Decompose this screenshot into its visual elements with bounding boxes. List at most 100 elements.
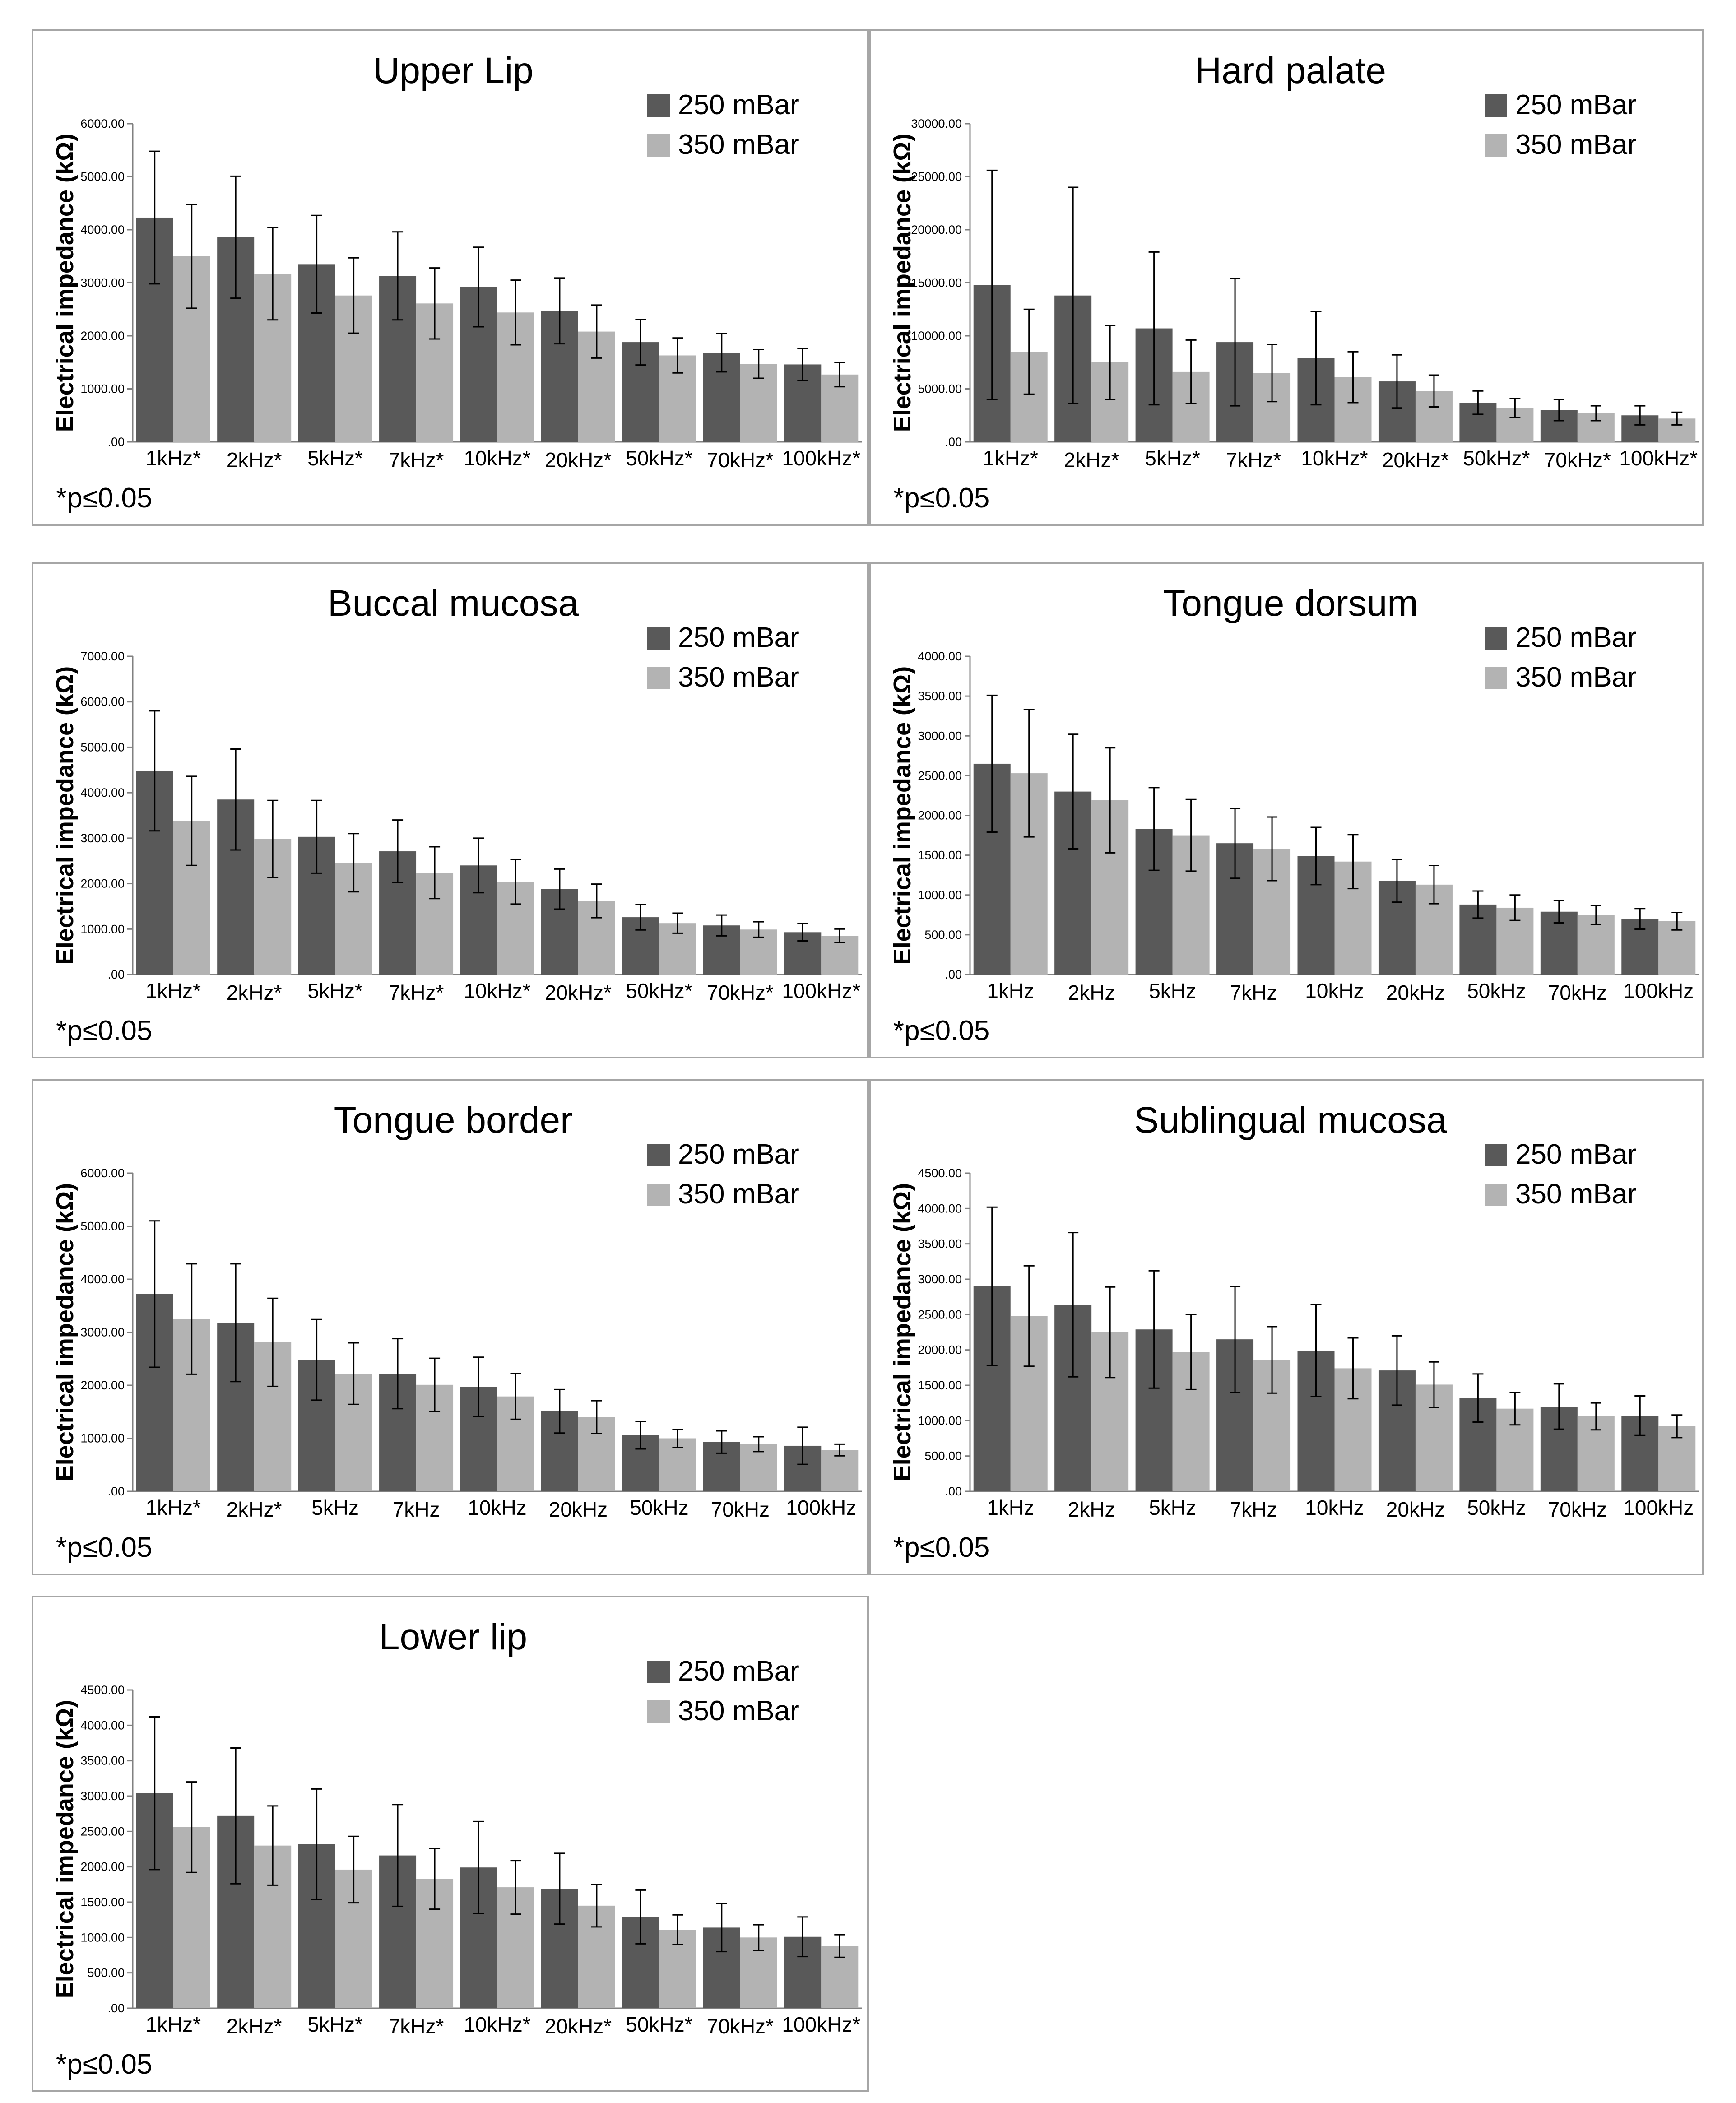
error-bar xyxy=(716,914,727,937)
error-bar xyxy=(267,1297,279,1387)
error-bar xyxy=(311,1788,322,1900)
legend-label: 250 mBar xyxy=(1515,89,1637,121)
error-bar xyxy=(1509,1392,1521,1426)
x-tick-label: 2kHz* xyxy=(1064,448,1119,472)
error-bar xyxy=(1472,890,1484,919)
legend-swatch-250-mbar xyxy=(1485,627,1507,650)
y-tick-label: 3000.00 xyxy=(80,831,125,845)
error-bar xyxy=(267,1805,279,1886)
error-bar xyxy=(1347,834,1359,890)
chart-panel: Tongue border Electrical impedance (kΩ) .0… xyxy=(32,1079,869,1575)
error-bar xyxy=(311,214,322,314)
error-bar xyxy=(591,1400,602,1434)
error-bar xyxy=(986,694,998,833)
x-tick-label: 10kHz xyxy=(1305,1496,1364,1519)
y-tick-label: 3000.00 xyxy=(80,1789,125,1803)
x-tick-label: 7kHz* xyxy=(1226,448,1281,472)
error-bar xyxy=(1590,405,1601,422)
x-tick-label: 20kHz* xyxy=(1382,448,1449,472)
x-tick-label: 2kHz* xyxy=(227,448,282,472)
x-tick-label: 1kHz* xyxy=(145,979,201,1003)
y-tick-label: 3500.00 xyxy=(80,1754,125,1768)
significance-note: *p≤0.05 xyxy=(893,1015,989,1046)
error-bar xyxy=(554,277,565,345)
error-bar xyxy=(473,1820,484,1914)
legend-swatch-350-mbar xyxy=(647,1700,670,1723)
y-axis-label: Electrical impedance (kΩ) xyxy=(51,1183,79,1482)
error-bar xyxy=(1230,1286,1241,1393)
error-bar xyxy=(230,748,241,851)
error-bar xyxy=(149,150,160,285)
legend-label: 350 mBar xyxy=(1515,1179,1637,1210)
y-tick-label: .00 xyxy=(945,1485,962,1498)
x-tick-label: 5kHz* xyxy=(307,446,363,470)
x-tick-label: 5kHz* xyxy=(1145,446,1200,470)
error-bar xyxy=(186,1781,197,1873)
error-bar xyxy=(1105,1286,1116,1379)
error-bar xyxy=(186,775,197,866)
error-bar xyxy=(1068,733,1079,850)
error-bar xyxy=(1023,308,1035,395)
error-bar xyxy=(1185,339,1197,404)
x-tick-label: 1kHz* xyxy=(145,1496,201,1519)
error-bar xyxy=(591,304,602,359)
error-bar xyxy=(834,1443,845,1457)
chart-title: Upper Lip xyxy=(373,50,534,91)
error-bar xyxy=(1428,1361,1439,1408)
x-tick-label: 70kHz* xyxy=(707,2015,774,2038)
y-tick-label: 1500.00 xyxy=(918,1379,962,1392)
error-bar xyxy=(834,928,845,943)
error-bar xyxy=(1185,1314,1197,1390)
error-bar xyxy=(1185,798,1197,872)
chart-title: Sublingual mucosa xyxy=(1134,1100,1447,1141)
y-axis-label: Electrical impedance (kΩ) xyxy=(889,134,916,432)
x-tick-label: 70kHz* xyxy=(707,981,774,1004)
x-tick-label: 50kHz* xyxy=(626,446,692,470)
error-bar xyxy=(1230,808,1241,879)
chart-panel: Lower lip Electrical impedance (kΩ) .00 500… xyxy=(32,1596,869,2092)
legend-swatch-350-mbar xyxy=(647,134,670,157)
legend-swatch-350-mbar xyxy=(1485,1184,1507,1206)
error-bar xyxy=(635,1421,646,1450)
error-bar xyxy=(392,819,404,884)
x-tick-label: 7kHz* xyxy=(389,448,444,472)
x-tick-label: 70kHz xyxy=(1548,1498,1607,1521)
error-bar xyxy=(429,1848,441,1910)
error-bar xyxy=(635,1889,646,1945)
x-tick-label: 2kHz* xyxy=(227,981,282,1004)
x-tick-label: 100kHz* xyxy=(782,979,860,1003)
y-tick-label: 6000.00 xyxy=(80,1166,125,1180)
y-tick-label: 6000.00 xyxy=(80,695,125,709)
x-tick-label: 50kHz* xyxy=(626,2013,692,2036)
error-bar xyxy=(149,710,160,832)
error-bar xyxy=(753,921,764,938)
x-tick-label: 70kHz* xyxy=(1544,448,1611,472)
x-tick-label: 20kHz* xyxy=(545,448,612,472)
error-bar xyxy=(672,1429,683,1448)
error-bar xyxy=(1148,251,1160,406)
y-tick-label: 500.00 xyxy=(87,1966,125,1980)
significance-note: *p≤0.05 xyxy=(893,483,989,514)
y-tick-label: 10000.00 xyxy=(911,329,962,343)
error-bar xyxy=(554,868,565,910)
x-tick-label: 70kHz xyxy=(1548,981,1607,1004)
y-tick-label: 25000.00 xyxy=(911,170,962,184)
y-tick-label: 3000.00 xyxy=(918,729,962,743)
x-tick-label: 20kHz xyxy=(1386,1498,1445,1521)
error-bar xyxy=(348,257,359,334)
significance-note: *p≤0.05 xyxy=(56,1015,152,1046)
y-tick-label: 1000.00 xyxy=(918,888,962,902)
y-tick-label: 2500.00 xyxy=(80,1824,125,1838)
x-tick-label: 10kHz* xyxy=(464,446,530,470)
error-bar xyxy=(510,859,521,905)
chart-svg: Lower lip Electrical impedance (kΩ) .00 500… xyxy=(51,1616,862,2080)
y-tick-label: 3000.00 xyxy=(80,1326,125,1339)
y-tick-label: 1500.00 xyxy=(80,1895,125,1909)
error-bar xyxy=(311,1318,322,1401)
x-tick-label: 5kHz xyxy=(311,1496,359,1519)
y-tick-label: 2000.00 xyxy=(80,1860,125,1874)
error-bar xyxy=(1023,1265,1035,1367)
error-bar xyxy=(1472,390,1484,415)
y-tick-label: 1000.00 xyxy=(80,1432,125,1445)
y-tick-label: 4000.00 xyxy=(80,1718,125,1732)
